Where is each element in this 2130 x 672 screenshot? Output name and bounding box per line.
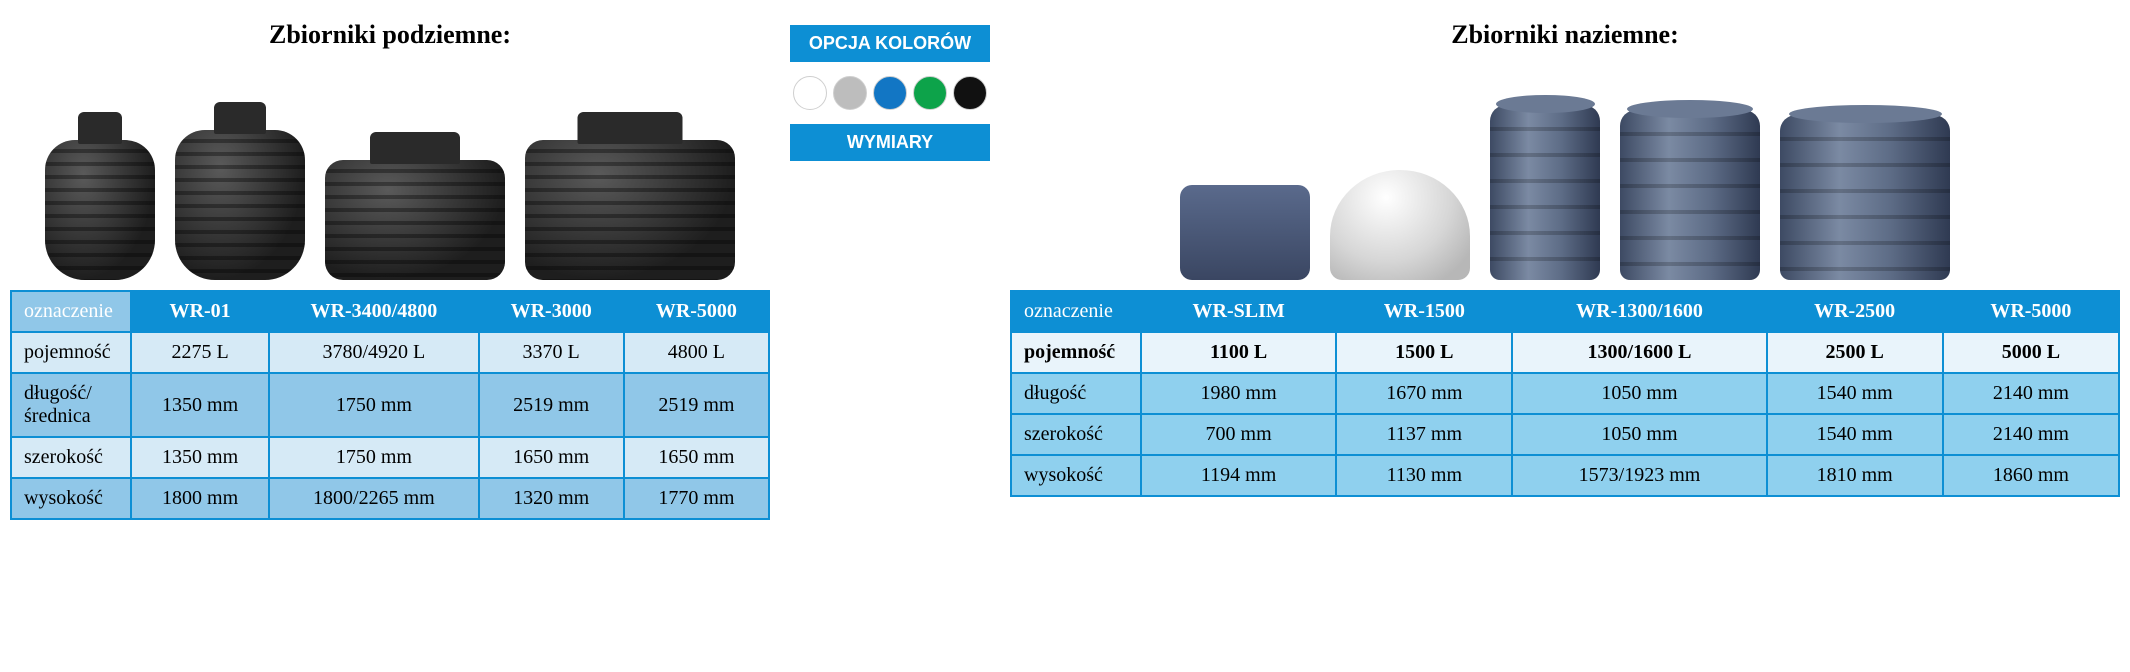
table-column-header: WR-5000 [1943,291,2119,332]
table-cell: 2500 L [1767,332,1943,373]
table-column-header: WR-5000 [624,291,769,332]
table-cell: 1130 mm [1336,455,1512,496]
table-cell: 3780/4920 L [269,332,478,373]
table-cell: 1350 mm [131,437,269,478]
above-title: Zbiorniki naziemne: [1010,20,2120,50]
table-cell: 1980 mm [1141,373,1336,414]
table-row: pojemność1100 L1500 L1300/1600 L2500 L50… [1011,332,2119,373]
color-swatch-row [793,70,987,116]
tank-image [525,140,735,280]
row-label: szerokość [1011,414,1141,455]
above-tank-images [1010,70,2120,280]
table-cell: 1137 mm [1336,414,1512,455]
color-options-label: OPCJA KOLORÓW [790,25,990,62]
table-cell: 1770 mm [624,478,769,519]
table-cell: 1350 mm [131,373,269,437]
table-column-header: WR-3400/4800 [269,291,478,332]
table-cell: 1194 mm [1141,455,1336,496]
table-cell: 1750 mm [269,373,478,437]
underground-title: Zbiorniki podziemne: [10,20,770,50]
table-cell: 1100 L [1141,332,1336,373]
table-cell: 1750 mm [269,437,478,478]
table-header-row: oznaczenie WR-01WR-3400/4800WR-3000WR-50… [11,291,769,332]
color-swatch [793,76,827,110]
table-cell: 1860 mm [1943,455,2119,496]
page-layout: Zbiorniki podziemne: oznaczenie WR-01WR-… [10,20,2120,520]
tank-image [45,140,155,280]
table-column-header: WR-2500 [1767,291,1943,332]
table-cell: 1573/1923 mm [1512,455,1766,496]
table-column-header: WR-3000 [479,291,624,332]
tank-image [1620,110,1760,280]
table-cell: 2140 mm [1943,373,2119,414]
table-cell: 1050 mm [1512,373,1766,414]
underground-section: Zbiorniki podziemne: oznaczenie WR-01WR-… [10,20,770,520]
middle-panel: OPCJA KOLORÓW WYMIARY [780,20,1000,161]
dimensions-label: WYMIARY [790,124,990,161]
table-cell: 700 mm [1141,414,1336,455]
row-label: szerokość [11,437,131,478]
tank-image [1780,115,1950,280]
table-cell: 2140 mm [1943,414,2119,455]
row-label: wysokość [11,478,131,519]
table-column-header: WR-1500 [1336,291,1512,332]
table-row: pojemność2275 L3780/4920 L3370 L4800 L [11,332,769,373]
above-table: oznaczenie WR-SLIMWR-1500WR-1300/1600WR-… [1010,290,2120,497]
table-cell: 1670 mm [1336,373,1512,414]
color-swatch [873,76,907,110]
table-cell: 1650 mm [479,437,624,478]
table-cell: 1810 mm [1767,455,1943,496]
table-cell: 3370 L [479,332,624,373]
color-swatch [913,76,947,110]
table-cell: 1800 mm [131,478,269,519]
table-row: szerokość700 mm1137 mm1050 mm1540 mm2140… [1011,414,2119,455]
color-swatch [833,76,867,110]
col-designation: oznaczenie [11,291,131,332]
table-cell: 1320 mm [479,478,624,519]
table-column-header: WR-SLIM [1141,291,1336,332]
table-cell: 1050 mm [1512,414,1766,455]
table-cell: 2275 L [131,332,269,373]
table-header-row: oznaczenie WR-SLIMWR-1500WR-1300/1600WR-… [1011,291,2119,332]
table-cell: 1500 L [1336,332,1512,373]
table-row: długość1980 mm1670 mm1050 mm1540 mm2140 … [1011,373,2119,414]
table-cell: 1800/2265 mm [269,478,478,519]
row-label: wysokość [1011,455,1141,496]
above-section: Zbiorniki naziemne: oznaczenie WR-SLIMWR… [1010,20,2120,497]
table-cell: 1540 mm [1767,414,1943,455]
row-label: długość/średnica [11,373,131,437]
underground-tank-images [10,70,770,280]
col-designation: oznaczenie [1011,291,1141,332]
table-row: wysokość1194 mm1130 mm1573/1923 mm1810 m… [1011,455,2119,496]
tank-image [325,160,505,280]
table-cell: 1300/1600 L [1512,332,1766,373]
table-column-header: WR-01 [131,291,269,332]
table-cell: 1650 mm [624,437,769,478]
color-swatch [953,76,987,110]
tank-image [1180,185,1310,280]
table-row: długość/średnica1350 mm1750 mm2519 mm251… [11,373,769,437]
table-row: wysokość1800 mm1800/2265 mm1320 mm1770 m… [11,478,769,519]
row-label: pojemność [11,332,131,373]
table-cell: 1540 mm [1767,373,1943,414]
underground-table: oznaczenie WR-01WR-3400/4800WR-3000WR-50… [10,290,770,520]
tank-image [1490,105,1600,280]
row-label: pojemność [1011,332,1141,373]
table-cell: 5000 L [1943,332,2119,373]
table-column-header: WR-1300/1600 [1512,291,1766,332]
tank-image [175,130,305,280]
row-label: długość [1011,373,1141,414]
table-cell: 2519 mm [624,373,769,437]
table-row: szerokość1350 mm1750 mm1650 mm1650 mm [11,437,769,478]
table-cell: 2519 mm [479,373,624,437]
tank-image [1330,170,1470,280]
table-cell: 4800 L [624,332,769,373]
